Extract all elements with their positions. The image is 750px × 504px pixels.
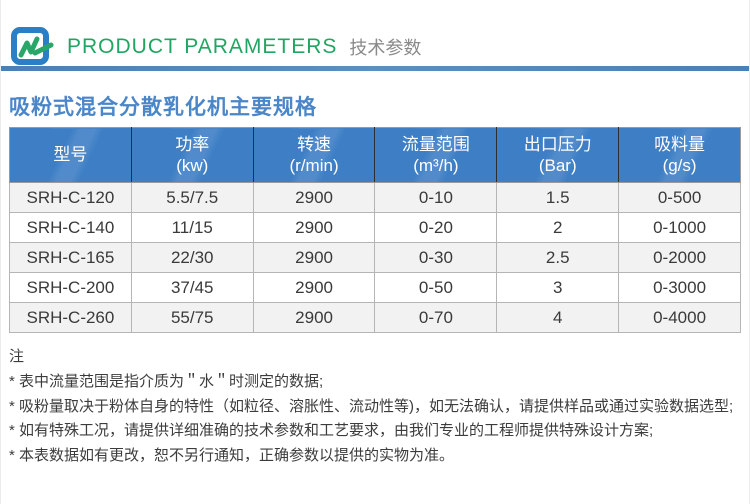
table-row: SRH-C-165 22/30 2900 0-30 2.5 0-2000 (9, 242, 741, 273)
cell-suction: 0-2000 (618, 242, 741, 273)
notes-label: 注 (9, 348, 25, 365)
cell-pressure: 2.5 (496, 242, 620, 273)
cell-model: SRH-C-200 (9, 272, 132, 303)
spec-table-header: 型号 功率 (kw) 转速 (r/min) 流量范围 (m³/h) 出口压力 (Bar) (9, 127, 741, 183)
cell-model: SRH-C-120 (9, 182, 132, 213)
cell-power: 55/75 (130, 302, 254, 333)
cell-power: 11/15 (130, 212, 254, 243)
brand-logo-icon (11, 26, 54, 65)
cell-pressure: 4 (496, 302, 620, 333)
table-row: SRH-C-120 5.5/7.5 2900 0-10 1.5 0-500 (9, 182, 741, 213)
cell-flow: 0-20 (374, 212, 498, 243)
brand-header: PRODUCT PARAMETERS 技术参数 (1, 0, 749, 66)
col-header-power: 功率 (kw) (130, 127, 254, 183)
cell-speed: 2900 (252, 272, 376, 303)
col-header-speed: 转速 (r/min) (252, 127, 376, 183)
cell-speed: 2900 (252, 242, 376, 273)
cell-speed: 2900 (252, 302, 376, 333)
page-title: 吸粉式混合分散乳化机主要规格 (9, 96, 317, 119)
cell-pressure: 2 (496, 212, 620, 243)
cell-model: SRH-C-165 (9, 242, 132, 273)
spec-table-container: 型号 功率 (kw) 转速 (r/min) 流量范围 (m³/h) 出口压力 (Bar) (1, 127, 749, 333)
cell-flow: 0-70 (374, 302, 498, 333)
cell-suction: 0-1000 (618, 212, 741, 243)
cell-suction: 0-4000 (618, 302, 741, 333)
cell-flow: 0-50 (374, 272, 498, 303)
note-line: * 本表数据如有更改，恕不另行通知，正确参数以提供的实物为准。 (9, 447, 455, 464)
cell-power: 5.5/7.5 (130, 182, 254, 213)
table-row: SRH-C-200 37/45 2900 0-50 3 0-3000 (9, 272, 741, 303)
section-heading-en: PRODUCT PARAMETERS (67, 34, 338, 58)
note-line: * 吸粉量取决于粉体自身的特性（如粒径、溶胀性、流动性等)，如无法确认，请提供样… (9, 397, 734, 415)
note-line: * 如有特殊工况，请提供详细准确的技术参数和工艺要求，由我们专业的工程师提供特殊… (9, 422, 654, 440)
col-header-outlet-pressure: 出口压力 (Bar) (496, 127, 620, 183)
header-divider (1, 66, 749, 71)
cell-speed: 2900 (252, 182, 376, 213)
cell-suction: 0-3000 (618, 272, 741, 303)
table-row: SRH-C-260 55/75 2900 0-70 4 0-4000 (9, 302, 741, 333)
col-header-model: 型号 (9, 127, 132, 183)
col-header-suction-amount: 吸料量 (g/s) (618, 127, 741, 183)
cell-flow: 0-10 (374, 182, 498, 213)
spec-table: 型号 功率 (kw) 转速 (r/min) 流量范围 (m³/h) 出口压力 (Bar) (9, 127, 741, 333)
col-header-flow-range: 流量范围 (m³/h) (374, 127, 498, 183)
cell-suction: 0-500 (618, 182, 741, 213)
cell-speed: 2900 (252, 212, 376, 243)
cell-flow: 0-30 (374, 242, 498, 273)
cell-power: 22/30 (130, 242, 254, 273)
notes-section: 注 * 表中流量范围是指介质为＂水＂时测定的数据; * 吸粉量取决于粉体自身的特… (1, 333, 749, 469)
cell-model: SRH-C-260 (9, 302, 132, 333)
section-heading-zh: 技术参数 (349, 37, 422, 58)
cell-pressure: 3 (496, 272, 620, 303)
table-header-row: 型号 功率 (kw) 转速 (r/min) 流量范围 (m³/h) 出口压力 (Bar) (9, 127, 741, 183)
cell-pressure: 1.5 (496, 182, 620, 213)
table-row: SRH-C-140 11/15 2900 0-20 2 0-1000 (9, 212, 741, 243)
note-line: * 表中流量范围是指介质为＂水＂时测定的数据; (9, 372, 324, 390)
cell-model: SRH-C-140 (9, 212, 132, 243)
spec-table-body: SRH-C-120 5.5/7.5 2900 0-10 1.5 0-500 SR… (9, 182, 741, 333)
cell-power: 37/45 (130, 272, 254, 303)
